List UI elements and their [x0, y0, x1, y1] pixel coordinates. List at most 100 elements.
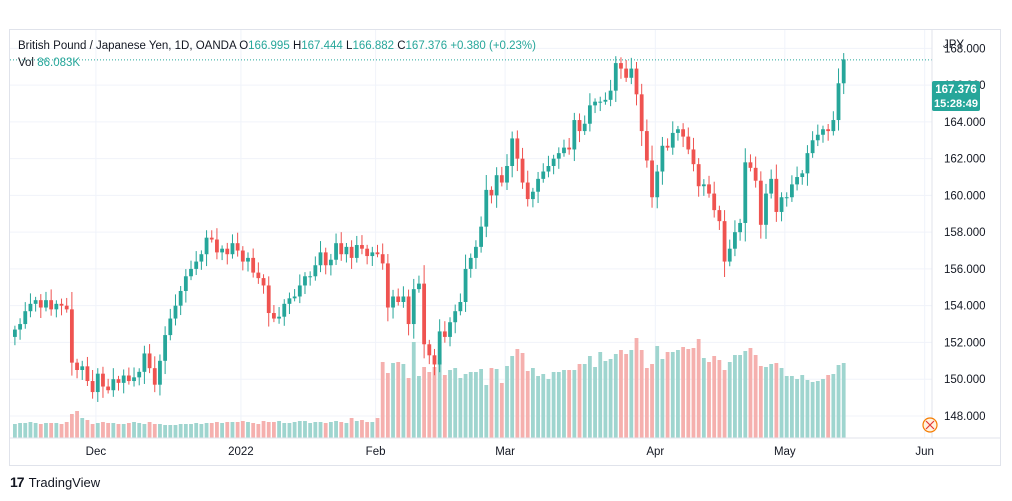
volume-bar [277, 421, 281, 438]
candle-body [308, 276, 313, 278]
volume-bar [733, 355, 737, 438]
candle-body [494, 175, 499, 196]
compare-icon[interactable] [922, 417, 938, 433]
candle-body [365, 248, 370, 257]
volume-bar [624, 354, 629, 438]
volume-bar [681, 347, 686, 438]
candle-body [629, 68, 634, 78]
candle-body [738, 222, 742, 233]
volume-bar [779, 368, 784, 438]
volume-bar [13, 424, 17, 438]
candle-body [701, 184, 706, 187]
volume-bar [432, 367, 437, 438]
volume-bar [199, 424, 204, 438]
volume-bar [365, 422, 370, 438]
volume-bar [339, 422, 344, 438]
candle-body [758, 180, 763, 225]
volume-bar [116, 424, 121, 438]
volume-bar [644, 368, 649, 438]
volume-bar [562, 370, 566, 438]
volume-bar [266, 422, 271, 438]
volume-bar [142, 424, 147, 438]
candle-body [178, 290, 183, 306]
candle-body [163, 335, 168, 361]
candle-body [101, 373, 105, 387]
price-tick-label: 164.000 [944, 117, 986, 129]
volume-bar [95, 423, 100, 438]
candle-body [116, 379, 121, 383]
candle-body [686, 136, 691, 150]
volume-bar [385, 373, 390, 438]
volume-bar [758, 366, 763, 438]
candle-body [453, 311, 458, 323]
candle-body [334, 243, 338, 260]
candle-body [624, 68, 629, 78]
candle-body [479, 226, 483, 247]
candle-body [551, 158, 556, 166]
candle-body [691, 149, 696, 165]
candle-body [520, 158, 525, 183]
volume-bar [790, 376, 794, 438]
volume-bar [370, 422, 375, 438]
volume-bar [489, 368, 494, 438]
volume-bar [183, 424, 188, 438]
candle-body [33, 300, 38, 304]
volume-bar [613, 354, 618, 438]
volume-bar [69, 414, 74, 438]
candle-body [608, 90, 613, 100]
instrument-title[interactable]: British Pound / Japanese Yen, 1D, OANDA [18, 40, 236, 52]
volume-bar [33, 423, 38, 438]
candle-body [733, 232, 737, 249]
last-price-tag: 167.376 15:28:49 [932, 81, 980, 111]
candle-body [349, 246, 354, 258]
volume-bar [582, 364, 587, 438]
volume-bar [334, 421, 338, 438]
chart-legend: British Pound / Japanese Yen, 1D, OANDA … [18, 38, 536, 72]
candle-body [422, 283, 427, 345]
candle-body [696, 164, 701, 187]
candlestick-chart[interactable]: 148.000 150.000 152.000 154.000 156.000 158.0… [10, 30, 1000, 465]
candle-body [831, 120, 836, 132]
volume-bar [722, 370, 727, 438]
candle-body [44, 300, 48, 308]
time-tick-label: Mar [495, 446, 515, 458]
candle-body [282, 303, 287, 317]
volume-bar [717, 360, 722, 438]
candle-body [142, 353, 147, 372]
candle-body [209, 237, 214, 240]
time-axis[interactable]: Dec 2022 Feb Mar Apr May Jun [10, 437, 1000, 458]
candle-body [644, 131, 649, 161]
volume-bar [655, 346, 660, 438]
candle-body [717, 210, 722, 222]
volume-bar [194, 423, 199, 438]
volume-bars [13, 338, 846, 438]
volume-bar [448, 370, 452, 438]
candles [13, 53, 846, 402]
candle-body [106, 386, 111, 391]
candle-body [292, 296, 297, 299]
candle-body [95, 373, 100, 393]
candle-body [531, 191, 535, 200]
volume-bar [603, 361, 608, 438]
time-tick-label: Dec [86, 446, 107, 458]
volume-bar [696, 339, 701, 438]
candle-body [613, 63, 618, 91]
candle-body [323, 252, 328, 266]
candle-body [670, 132, 675, 148]
volume-bar [303, 421, 307, 438]
volume-bar [795, 379, 799, 438]
time-tick-label: Feb [366, 446, 386, 458]
candle-body [665, 145, 670, 148]
candle-body [474, 246, 478, 258]
tradingview-footer[interactable]: 17 TradingView [10, 474, 100, 490]
volume-bar [556, 372, 561, 438]
volume-bar [587, 356, 592, 438]
candle-body [189, 268, 193, 277]
candle-body [28, 303, 33, 312]
candle-body [147, 353, 152, 369]
candle-body [598, 101, 603, 103]
chart-area[interactable]: 148.000 150.000 152.000 154.000 156.000 158.0… [9, 29, 1001, 466]
time-tick-label: 2022 [228, 446, 254, 458]
time-tick-label: Apr [646, 446, 664, 458]
volume-bar [417, 376, 421, 438]
